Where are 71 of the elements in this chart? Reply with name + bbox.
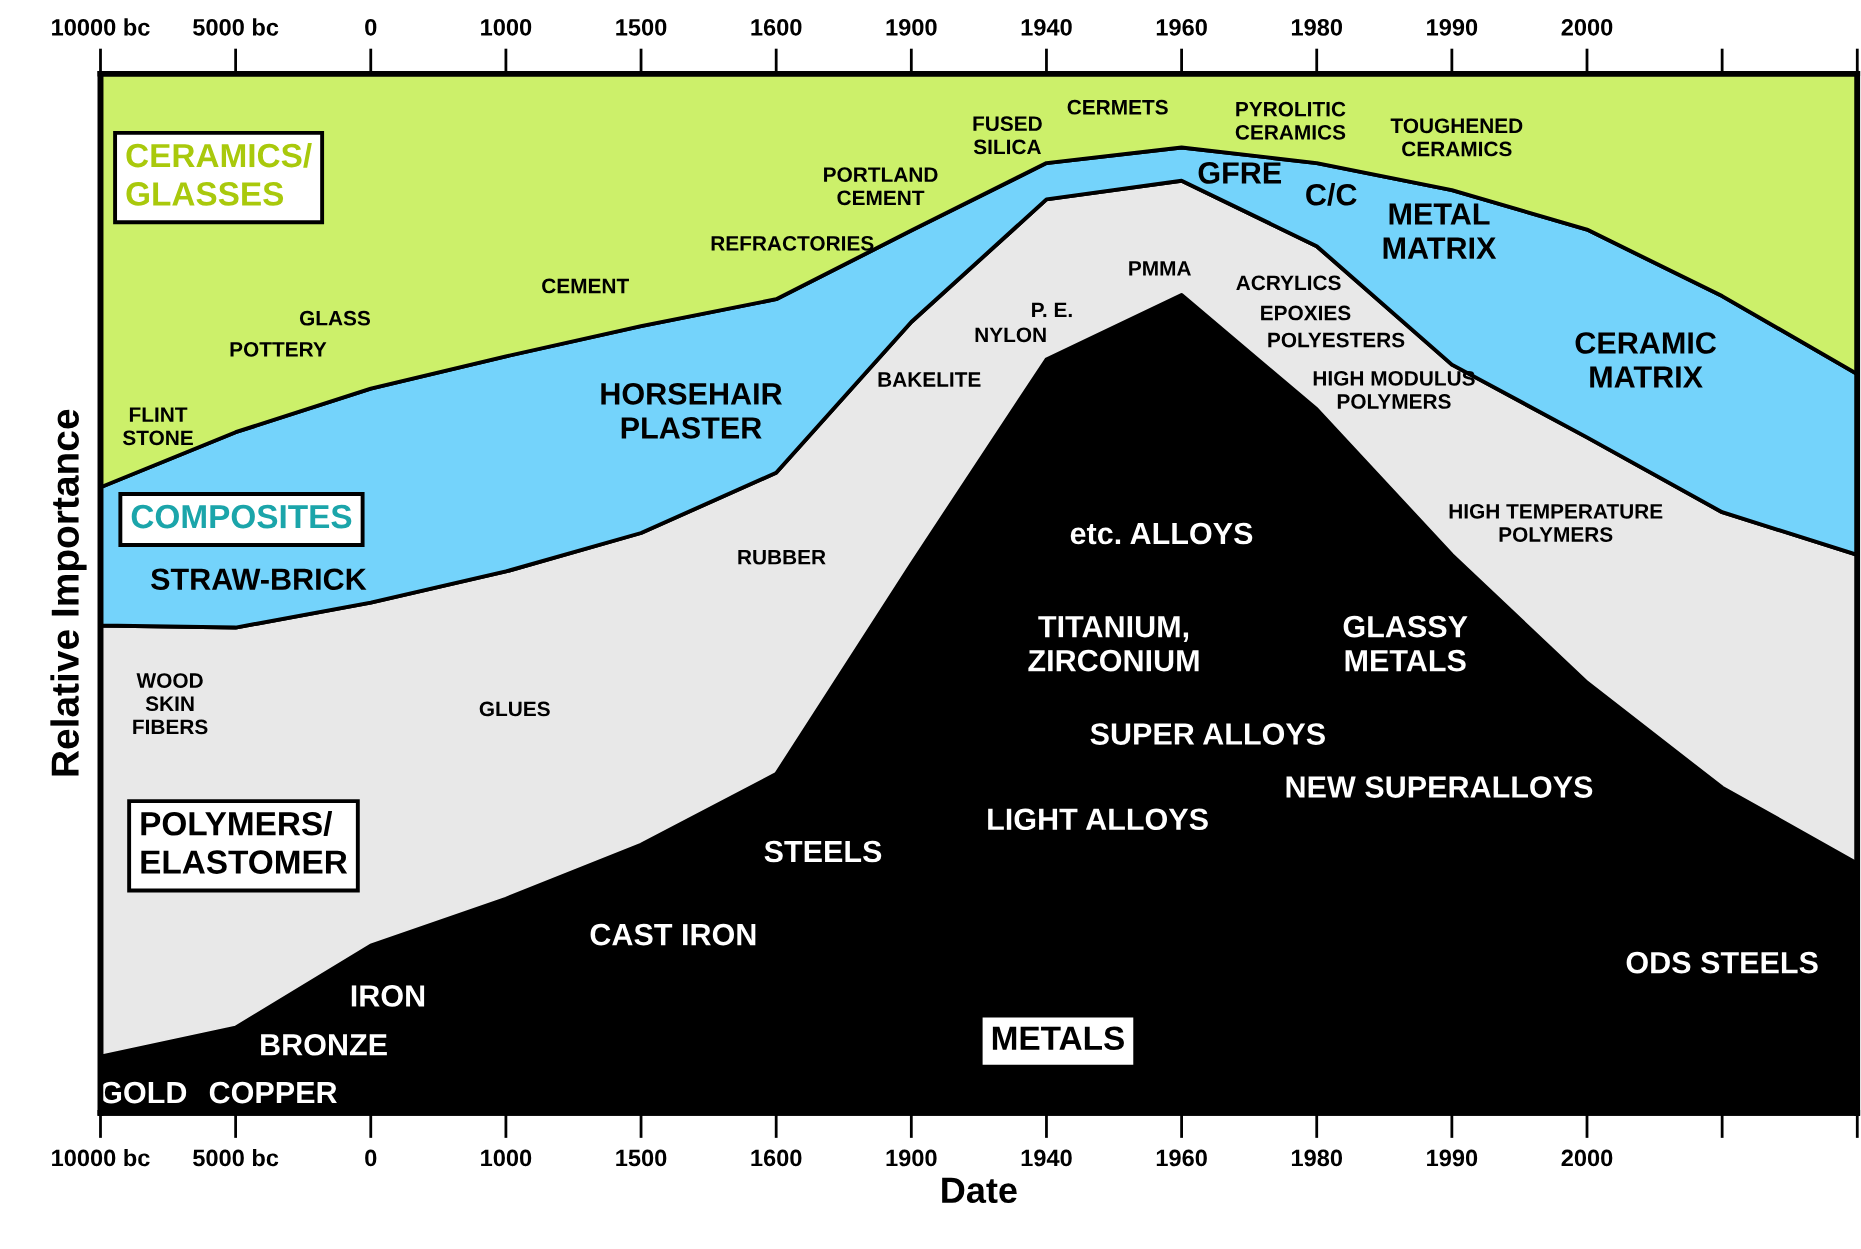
series-label: METALS [992,1026,1124,1051]
category-label: 0 [365,18,377,36]
x-tick-label: 1000 [481,1149,532,1167]
annotation: TITANIUM, ZIRCONIUM [1028,616,1199,672]
annotation: NYLON [975,327,1046,343]
annotation: METAL MATRIX [1383,203,1497,259]
annotation: PORTLAND CEMENT [824,167,938,206]
y-axis-title: Relative Importance [50,409,87,776]
annotation: POLYESTERS [1268,332,1405,348]
annotation: CAST IRON [590,923,756,946]
annotation: GOLD [100,1081,187,1104]
category-label: 10000 bc [52,18,150,36]
annotation: BAKELITE [878,372,981,387]
annotation: C/C [1306,183,1357,206]
annotation: HIGH TEMPERATURE POLYMERS [1449,503,1663,542]
annotation: FLINT STONE [122,407,193,446]
x-tick-label: 10000 bc [52,1148,150,1167]
annotation: CERAMIC MATRIX [1575,332,1717,388]
annotation: NEW SUPERALLOYS [1286,776,1593,798]
series-label: COMPOSITES [131,504,352,529]
category-label: 1960 [1156,18,1207,36]
x-tick-label: 5000 bc [193,1148,279,1167]
annotation: STEELS [764,840,882,863]
annotation: P. E. [1032,302,1072,318]
annotation: HORSEHAIR PLASTER [601,383,783,439]
category-label: 1990 [1427,18,1478,36]
annotation: REFRACTORIES [711,235,874,251]
annotation: etc. ALLOYS [1070,522,1253,545]
x-tick-label: 1980 [1291,1149,1343,1167]
annotation: GFRE [1198,162,1282,184]
x-tick-label: 1500 [616,1149,667,1167]
annotation: SUPER ALLOYS [1090,723,1325,745]
category-label: 5000 bc [193,18,279,36]
category-label: 1940 [1021,18,1072,36]
annotation: CEMENT [542,278,629,294]
category-label: 2000 [1561,18,1613,36]
annotation: COPPER [209,1081,337,1104]
annotation: PMMA [1129,261,1191,276]
annotation: GLASS [299,310,371,326]
annotation: FUSED SILICA [973,116,1042,155]
x-tick-label: 2000 [1561,1149,1613,1167]
series-label: CERAMICS/ GLASSES [126,142,312,206]
annotation: POTTERY [230,341,327,357]
annotation: TOUGHENED CERAMICS [1390,118,1523,157]
category-label: 1900 [886,18,937,36]
annotation: ACRYLICS [1236,275,1341,291]
series-label: POLYMERS/ ELASTOMER [141,811,348,874]
annotation: IRON [351,985,425,1007]
category-label: 1000 [481,18,532,36]
annotation: PYROLITIC CERAMICS [1235,101,1346,140]
x-tick-label: 1900 [886,1149,937,1167]
annotation: HIGH MODULUS POLYMERS [1313,370,1475,409]
x-tick-label: 1990 [1427,1149,1478,1167]
category-label: 1600 [751,18,802,36]
x-tick-label: 1960 [1156,1149,1207,1167]
annotation: GLUES [479,701,550,717]
annotation: CERMETS [1067,99,1168,115]
annotation: ODS STEELS [1626,951,1818,974]
x-tick-label: 1940 [1021,1149,1072,1167]
annotation: RUBBER [738,550,826,565]
category-label: 1500 [616,18,667,36]
annotation: STRAW-BRICK [150,568,367,591]
annotation: LIGHT ALLOYS [988,808,1208,831]
annotation: GLASSY METALS [1343,615,1468,672]
category-label: 1980 [1291,18,1343,36]
annotation: EPOXIES [1261,305,1351,321]
annotation: BRONZE [261,1033,387,1056]
x-tick-label: 0 [365,1149,377,1167]
annotation: WOOD SKIN FIBERS [133,673,208,735]
x-tick-label: 1600 [751,1149,802,1167]
x-axis-title: Date [942,1177,1017,1204]
